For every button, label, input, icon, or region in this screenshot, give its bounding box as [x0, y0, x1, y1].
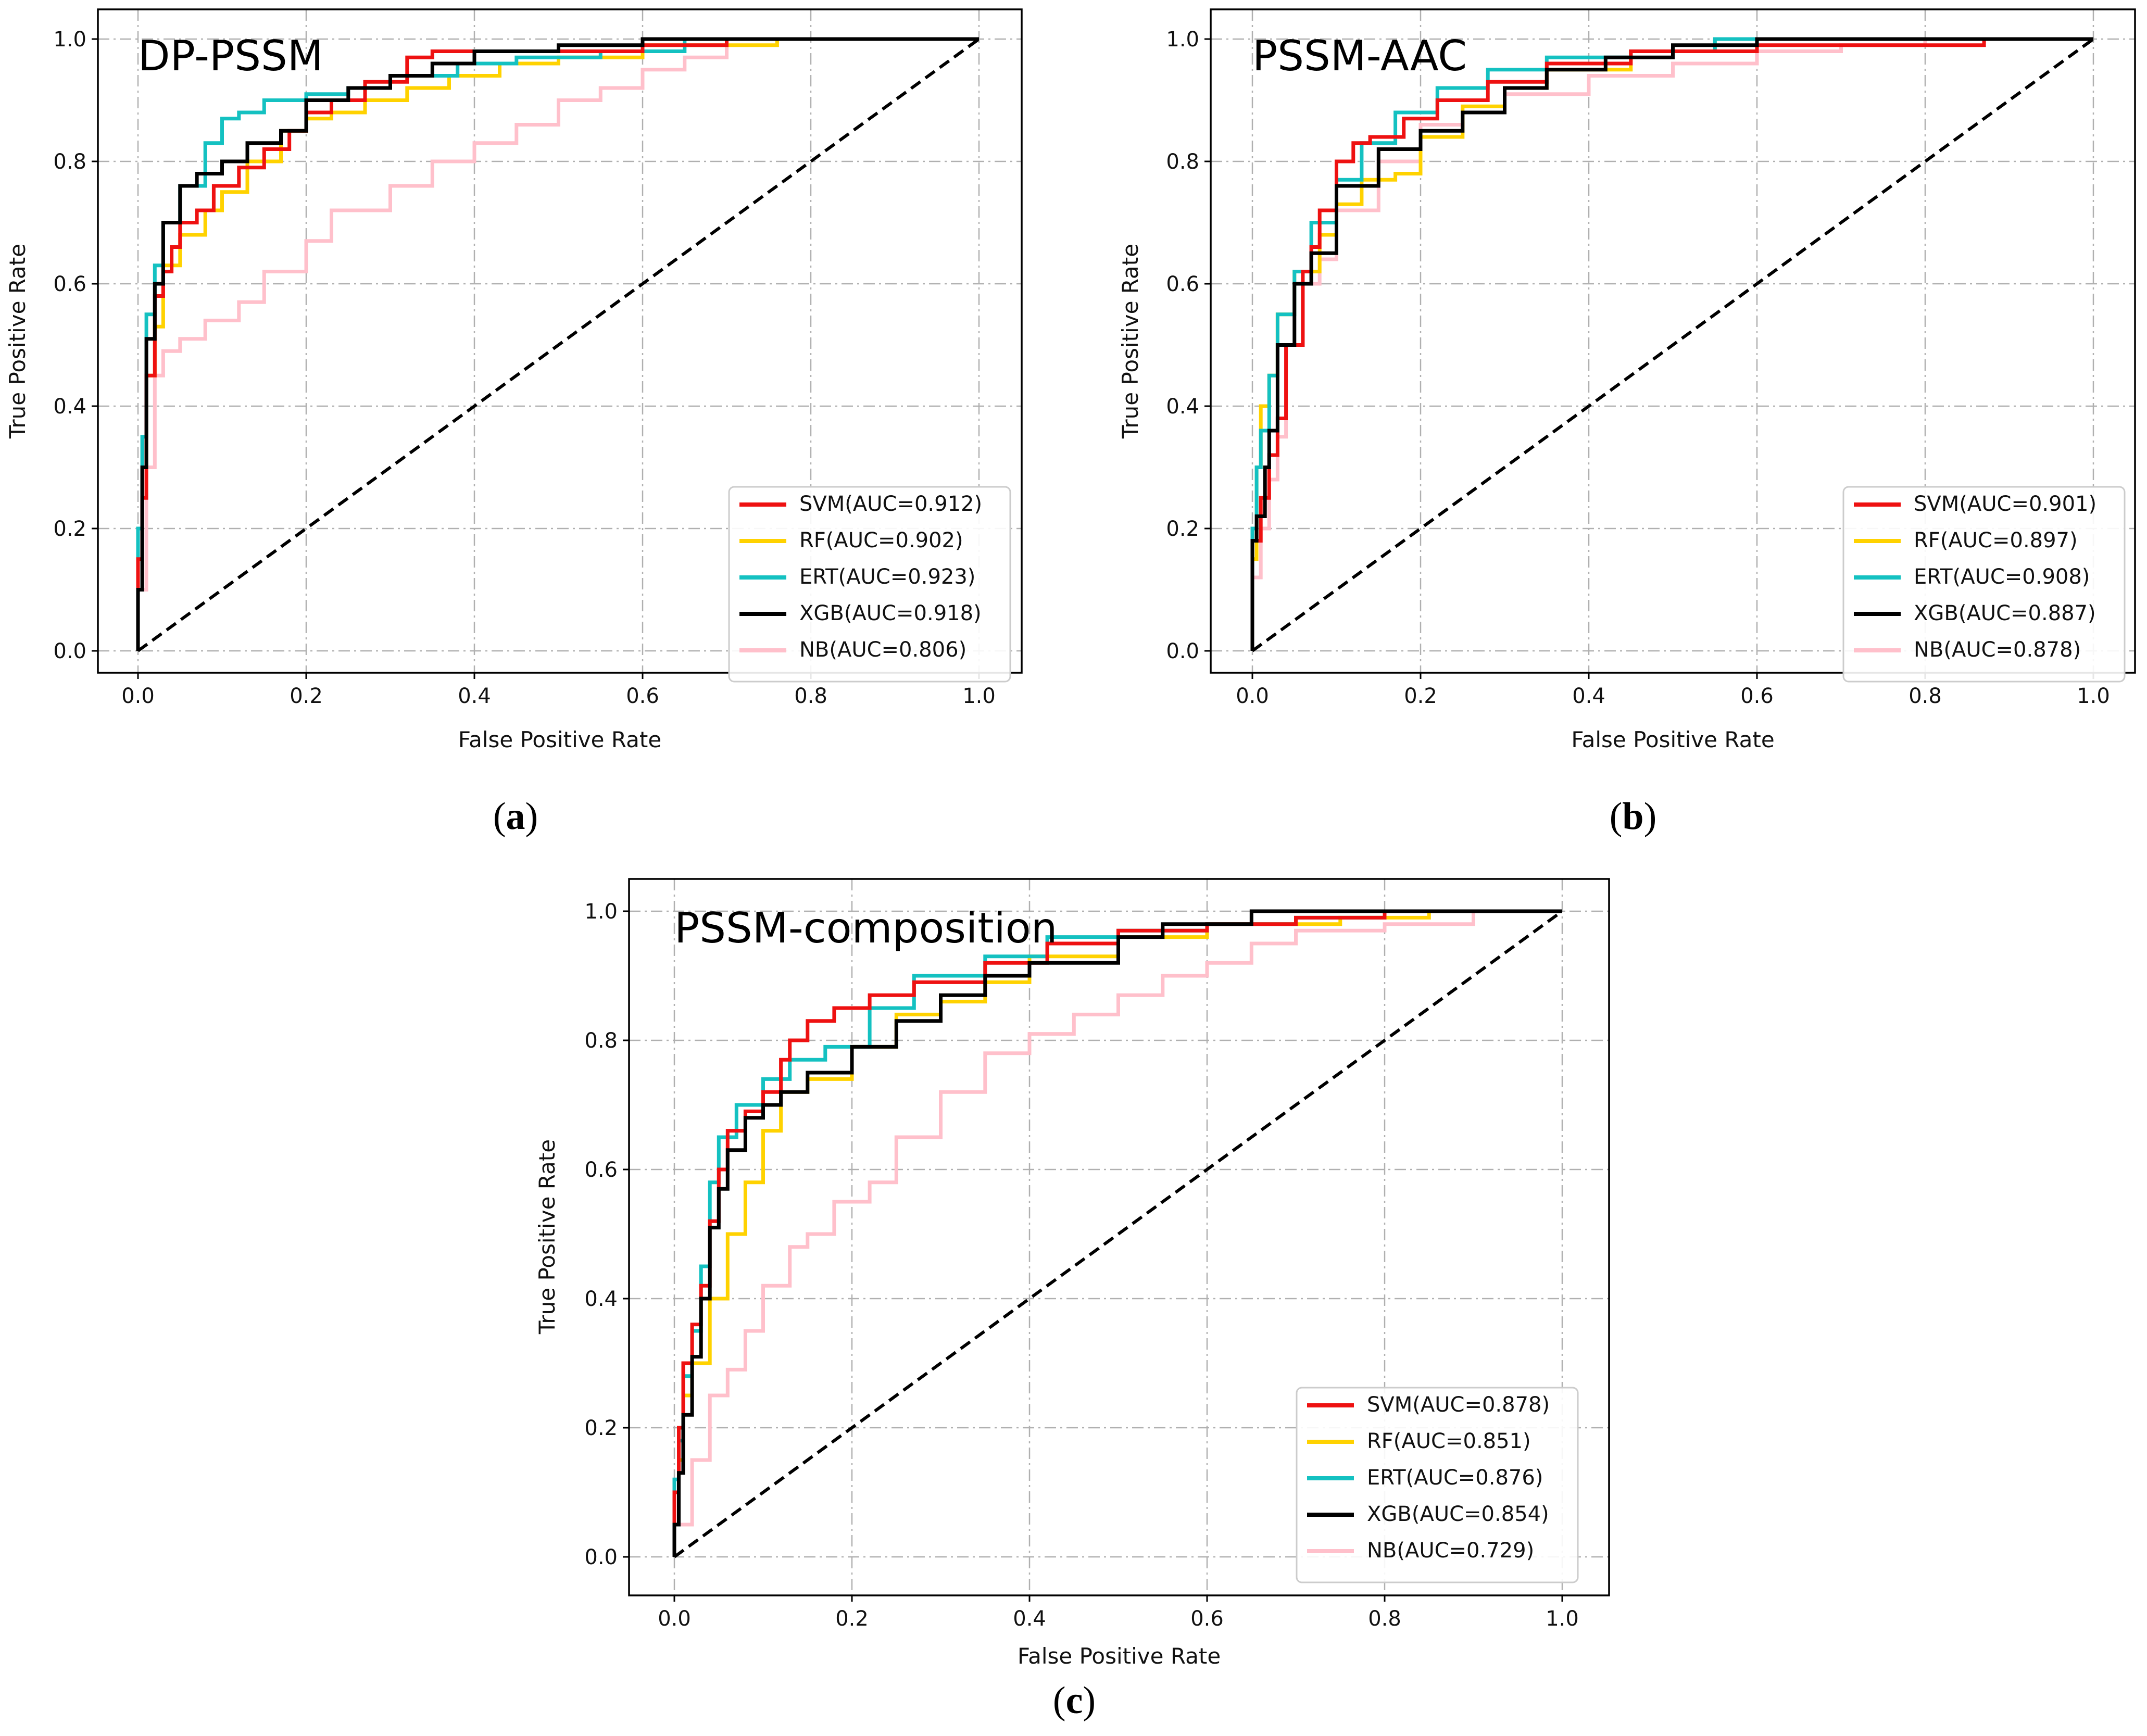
series-line-diagonal	[137, 37, 980, 652]
y-tick-label: 0.4	[1166, 395, 1199, 419]
x-tick-label: 1.0	[1546, 1607, 1579, 1631]
legend: SVM(AUC=0.912) RF(AUC=0.902) ERT(AUC=0.923…	[728, 486, 1011, 683]
x-tick-label: 0.0	[1236, 684, 1269, 708]
legend-label-svm: SVM(AUC=0.878)	[1367, 1393, 1550, 1417]
x-tick-label: 0.6	[1190, 1607, 1224, 1631]
legend-label-nb: NB(AUC=0.878)	[1914, 638, 2081, 662]
legend: SVM(AUC=0.878) RF(AUC=0.851) ERT(AUC=0.876…	[1296, 1387, 1579, 1583]
x-tick-label: 0.0	[658, 1607, 691, 1631]
series-line-diagonal	[673, 910, 1563, 1558]
x-tick-label: 0.6	[626, 684, 659, 708]
legend-label-rf: RF(AUC=0.851)	[1367, 1429, 1531, 1453]
axes-frame	[1210, 8, 2136, 674]
y-axis-label: True Positive Rate	[534, 1139, 560, 1335]
panel-b: 0.0 0.2 0.4 0.6 0.8 1.0 0.0 0.2 0.4 0.6 0.8 1.0 PSSM…	[1118, 8, 2136, 752]
y-tick-label: 0.8	[584, 1029, 618, 1053]
y-tick-label: 1.0	[1166, 28, 1199, 52]
legend-label-ert: ERT(AUC=0.908)	[1914, 565, 2090, 589]
y-tick-label: 0.0	[1166, 639, 1199, 663]
legend-label-xgb: XGB(AUC=0.887)	[1914, 601, 2096, 625]
y-tick-label: 1.0	[584, 900, 618, 924]
panel-title: PSSM-AAC	[1252, 32, 1467, 80]
series-line-xgb	[672, 909, 1562, 1557]
caption-a: (a)	[493, 795, 538, 838]
x-tick-label: 0.6	[1740, 684, 1774, 708]
legend-label-svm: SVM(AUC=0.912)	[799, 492, 982, 516]
x-tick-label: 0.4	[458, 684, 491, 708]
legend-label-xgb: XGB(AUC=0.918)	[799, 601, 982, 625]
series-line-nb	[136, 37, 979, 651]
y-tick-label: 0.6	[584, 1158, 618, 1182]
x-axis-label: False Positive Rate	[1018, 1643, 1221, 1669]
axes-frame	[97, 8, 1023, 674]
y-tick-label: 0.4	[584, 1287, 618, 1311]
legend-label-svm: SVM(AUC=0.901)	[1914, 492, 2096, 516]
series-line-svm	[1250, 37, 2093, 651]
x-tick-label: 0.4	[1013, 1607, 1046, 1631]
x-tick-label: 0.4	[1572, 684, 1605, 708]
series-line-xgb	[136, 37, 979, 651]
y-tick-label: 0.0	[584, 1545, 618, 1569]
x-tick-label: 1.0	[962, 684, 996, 708]
x-tick-label: 0.8	[1909, 684, 1942, 708]
y-tick-label: 0.2	[1166, 517, 1199, 541]
y-tick-label: 0.0	[53, 639, 86, 663]
panel-c: 0.0 0.2 0.4 0.6 0.8 1.0 0.0 0.2 0.4 0.6 0.8 1.0 PSSM…	[534, 878, 1610, 1669]
x-tick-label: 0.8	[1368, 1607, 1401, 1631]
y-tick-label: 0.2	[584, 1416, 618, 1440]
legend-box	[728, 486, 1011, 683]
y-tick-label: 0.6	[53, 272, 86, 296]
y-tick-label: 0.8	[1166, 150, 1199, 174]
series-line-diagonal	[1251, 37, 2094, 652]
legend-box	[1296, 1387, 1579, 1583]
series-line-nb	[672, 909, 1562, 1557]
x-tick-label: 0.8	[794, 684, 827, 708]
legend-label-rf: RF(AUC=0.897)	[1914, 529, 2078, 552]
series-line-svm	[672, 909, 1562, 1557]
legend-label-ert: ERT(AUC=0.923)	[799, 565, 975, 589]
x-tick-label: 0.2	[290, 684, 323, 708]
caption-c: (c)	[1053, 1679, 1096, 1722]
x-tick-label: 0.2	[835, 1607, 869, 1631]
y-tick-label: 0.6	[1166, 272, 1199, 296]
x-tick-label: 0.0	[121, 684, 155, 708]
y-axis-label: True Positive Rate	[1118, 244, 1143, 439]
x-tick-label: 1.0	[2077, 684, 2110, 708]
x-axis-label: False Positive Rate	[1571, 727, 1774, 752]
legend: SVM(AUC=0.901) RF(AUC=0.897) ERT(AUC=0.908…	[1842, 486, 2126, 683]
legend-box	[1842, 486, 2126, 683]
legend-label-ert: ERT(AUC=0.876)	[1367, 1466, 1543, 1490]
y-tick-label: 0.4	[53, 395, 86, 419]
legend-label-nb: NB(AUC=0.729)	[1367, 1539, 1534, 1563]
series-line-xgb	[1250, 37, 2093, 651]
x-tick-label: 0.2	[1404, 684, 1437, 708]
panel-title: DP-PSSM	[138, 32, 323, 80]
x-axis-label: False Positive Rate	[458, 727, 661, 752]
y-tick-label: 0.8	[53, 150, 86, 174]
panel-title: PSSM-composition	[674, 904, 1057, 952]
panel-a: 0.0 0.2 0.4 0.6 0.8 1.0 0.0 0.2 0.4 0.6 0.8 1.0 DP-P…	[5, 8, 1023, 752]
y-tick-label: 0.2	[53, 517, 86, 541]
legend-label-rf: RF(AUC=0.902)	[799, 529, 963, 552]
legend-label-nb: NB(AUC=0.806)	[799, 638, 966, 662]
axes-frame	[628, 878, 1610, 1596]
y-axis-label: True Positive Rate	[5, 244, 30, 439]
legend-label-xgb: XGB(AUC=0.854)	[1367, 1502, 1549, 1526]
y-tick-label: 1.0	[53, 28, 86, 52]
caption-b: (b)	[1610, 795, 1656, 838]
